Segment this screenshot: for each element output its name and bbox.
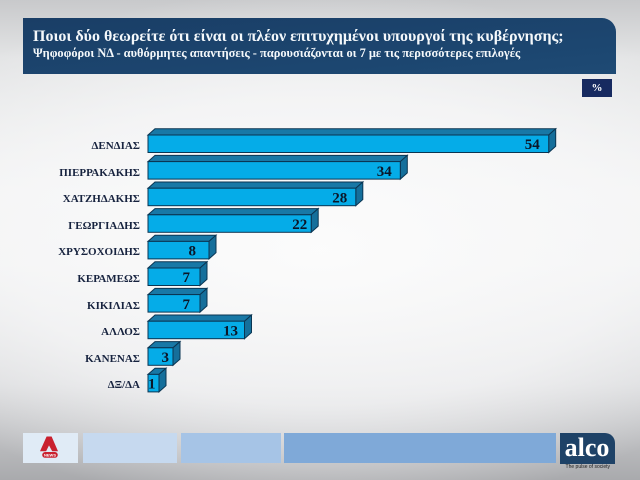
svg-text:NEWS: NEWS [44, 453, 56, 458]
svg-text:28: 28 [332, 190, 347, 206]
svg-text:13: 13 [223, 323, 238, 339]
svg-text:54: 54 [525, 137, 541, 153]
svg-text:1: 1 [148, 377, 156, 393]
svg-text:7: 7 [183, 270, 191, 286]
svg-text:7: 7 [183, 297, 191, 313]
svg-text:3: 3 [162, 350, 170, 366]
svg-text:34: 34 [377, 164, 393, 180]
svg-text:22: 22 [292, 217, 307, 233]
svg-text:8: 8 [189, 244, 197, 260]
